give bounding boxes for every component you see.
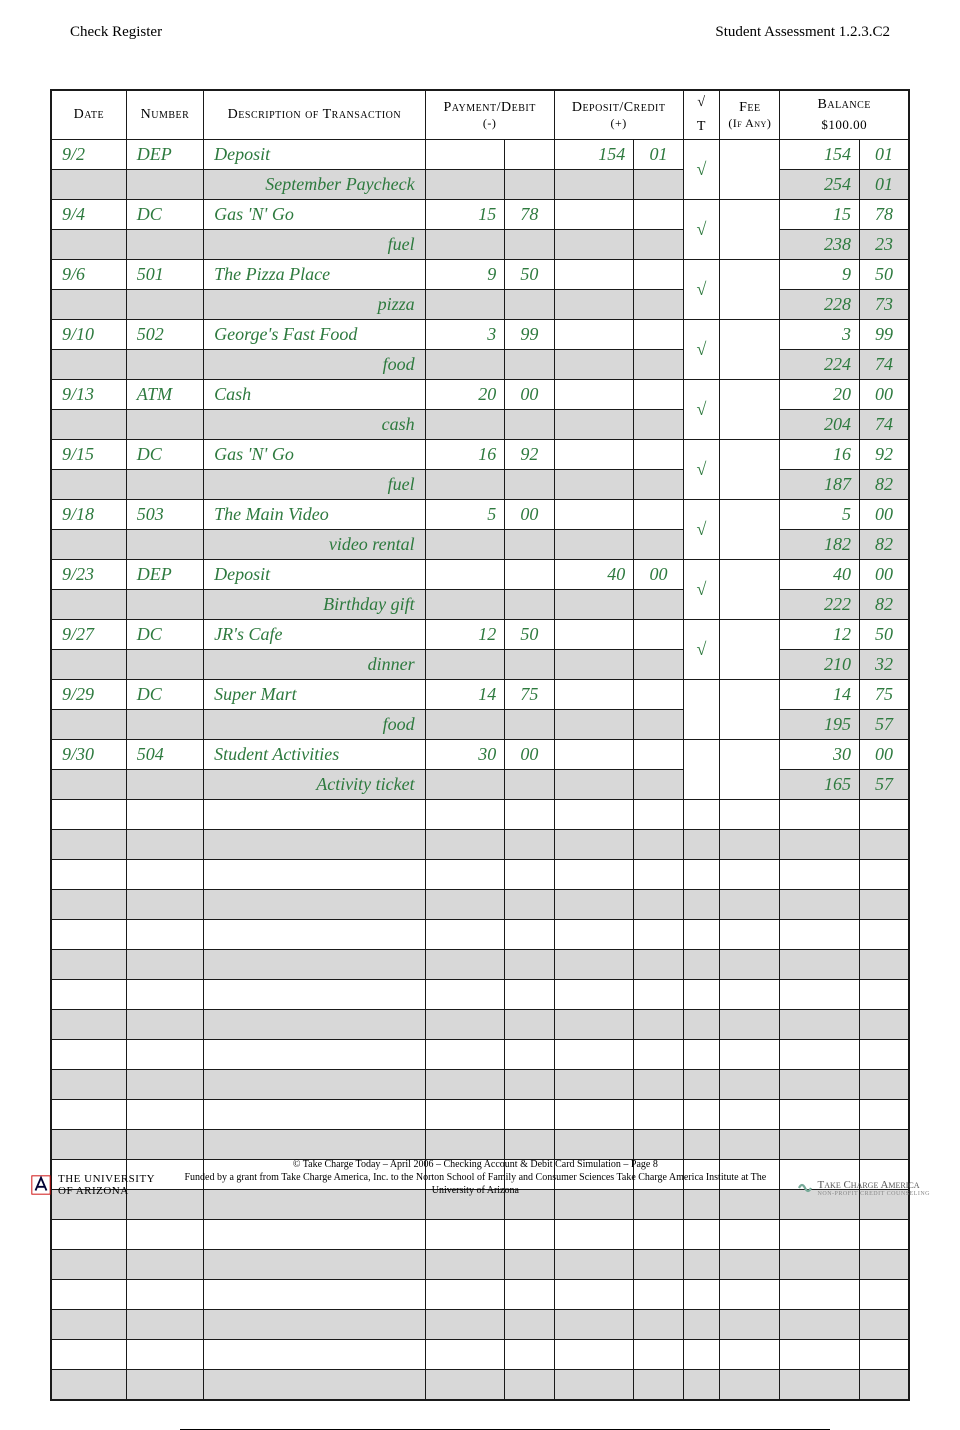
entry-row: 9/10502George's Fast Food399√399 (51, 320, 909, 350)
page-footer: THE UNIVERSITY OF ARIZONA © Take Charge … (0, 1158, 960, 1197)
entry-sub-row: pizza22873 (51, 290, 909, 320)
checkmark-cell: √ (683, 500, 720, 560)
checkmark-cell: √ (683, 140, 720, 200)
checkmark-cell (683, 680, 720, 740)
checkmark-cell: √ (683, 620, 720, 680)
checkmark-cell: √ (683, 380, 720, 440)
col-check-bot: T (683, 115, 720, 140)
tca-name: Take Charge America (818, 1179, 930, 1191)
col-date: Date (51, 90, 126, 140)
blank-row (51, 1340, 909, 1370)
entry-sub-row: cash20474 (51, 410, 909, 440)
col-payment-sub: (-) (428, 116, 552, 131)
col-fee-label: Fee (739, 100, 761, 115)
col-deposit-label: Deposit/Credit (572, 100, 666, 115)
ua-logo-icon (30, 1174, 52, 1196)
col-check-top: √ (683, 90, 720, 115)
entry-sub-row: Activity ticket16557 (51, 770, 909, 800)
blank-sub-row (51, 830, 909, 860)
footer-left: THE UNIVERSITY OF ARIZONA (30, 1173, 155, 1197)
col-balance-start: $100.00 (782, 113, 906, 133)
blank-row (51, 920, 909, 950)
checkmark-cell (683, 740, 720, 800)
blank-row (51, 1280, 909, 1310)
blank-row (51, 1220, 909, 1250)
blank-row (51, 860, 909, 890)
entry-row: 9/27DCJR's Cafe1250√1250 (51, 620, 909, 650)
entry-row: 9/29DCSuper Mart14751475 (51, 680, 909, 710)
tca-logo-icon (796, 1179, 814, 1197)
entry-row: 9/30504Student Activities30003000 (51, 740, 909, 770)
checkmark-cell: √ (683, 560, 720, 620)
footer-line2: Funded by a grant from Take Charge Ameri… (167, 1171, 783, 1197)
blank-sub-row (51, 890, 909, 920)
blank-sub-row (51, 1370, 909, 1400)
blank-sub-row (51, 950, 909, 980)
col-balance: Balance $100.00 (780, 90, 909, 140)
entry-row: 9/2DEPDeposit15401√15401 (51, 140, 909, 170)
footer-rule (180, 1429, 830, 1430)
entry-sub-row: dinner21032 (51, 650, 909, 680)
col-fee: Fee (If Any) (720, 90, 780, 140)
tca-sub: NON-PROFIT CREDIT COUNSELING (818, 1191, 930, 1197)
table-header: Date Number Description of Transaction P… (51, 90, 909, 140)
entry-sub-row: fuel23823 (51, 230, 909, 260)
entry-row: 9/15DCGas 'N' Go1692√1692 (51, 440, 909, 470)
blank-sub-row (51, 1010, 909, 1040)
entry-row: 9/4DCGas 'N' Go1578√1578 (51, 200, 909, 230)
footer-right: Take Charge America NON-PROFIT CREDIT CO… (796, 1179, 930, 1197)
entry-sub-row: food22474 (51, 350, 909, 380)
header-right: Student Assessment 1.2.3.C2 (715, 24, 890, 41)
col-deposit-sub: (+) (557, 116, 681, 131)
checkmark-cell: √ (683, 440, 720, 500)
col-desc: Description of Transaction (204, 90, 425, 140)
col-number: Number (126, 90, 203, 140)
header-left: Check Register (70, 24, 162, 41)
entry-row: 9/18503The Main Video500√500 (51, 500, 909, 530)
col-fee-sub: (If Any) (722, 116, 777, 131)
blank-row (51, 980, 909, 1010)
check-register-table: Date Number Description of Transaction P… (50, 89, 910, 1401)
table-body: 9/2DEPDeposit15401√15401September Payche… (51, 140, 909, 1400)
entry-row: 9/13ATMCash2000√2000 (51, 380, 909, 410)
ua-line1: THE UNIVERSITY (58, 1173, 155, 1185)
blank-row (51, 1100, 909, 1130)
entry-sub-row: September Paycheck25401 (51, 170, 909, 200)
blank-row (51, 800, 909, 830)
ua-line2: OF ARIZONA (58, 1185, 155, 1197)
blank-sub-row (51, 1250, 909, 1280)
entry-row: 9/23DEPDeposit4000√4000 (51, 560, 909, 590)
checkmark-cell: √ (683, 260, 720, 320)
checkmark-cell: √ (683, 200, 720, 260)
blank-row (51, 1040, 909, 1070)
footer-center: © Take Charge Today – April 2006 – Check… (167, 1158, 783, 1197)
checkmark-cell: √ (683, 320, 720, 380)
entry-row: 9/6501The Pizza Place950√950 (51, 260, 909, 290)
entry-sub-row: fuel18782 (51, 470, 909, 500)
blank-sub-row (51, 1130, 909, 1160)
entry-sub-row: food19557 (51, 710, 909, 740)
footer-line1: © Take Charge Today – April 2006 – Check… (167, 1158, 783, 1171)
col-payment-label: Payment/Debit (443, 100, 535, 115)
blank-sub-row (51, 1310, 909, 1340)
col-deposit: Deposit/Credit (+) (554, 90, 683, 140)
blank-sub-row (51, 1070, 909, 1100)
entry-sub-row: video rental18282 (51, 530, 909, 560)
entry-sub-row: Birthday gift22282 (51, 590, 909, 620)
col-payment: Payment/Debit (-) (425, 90, 554, 140)
page-header: Check Register Student Assessment 1.2.3.… (0, 0, 960, 41)
col-balance-label: Balance (818, 97, 871, 112)
